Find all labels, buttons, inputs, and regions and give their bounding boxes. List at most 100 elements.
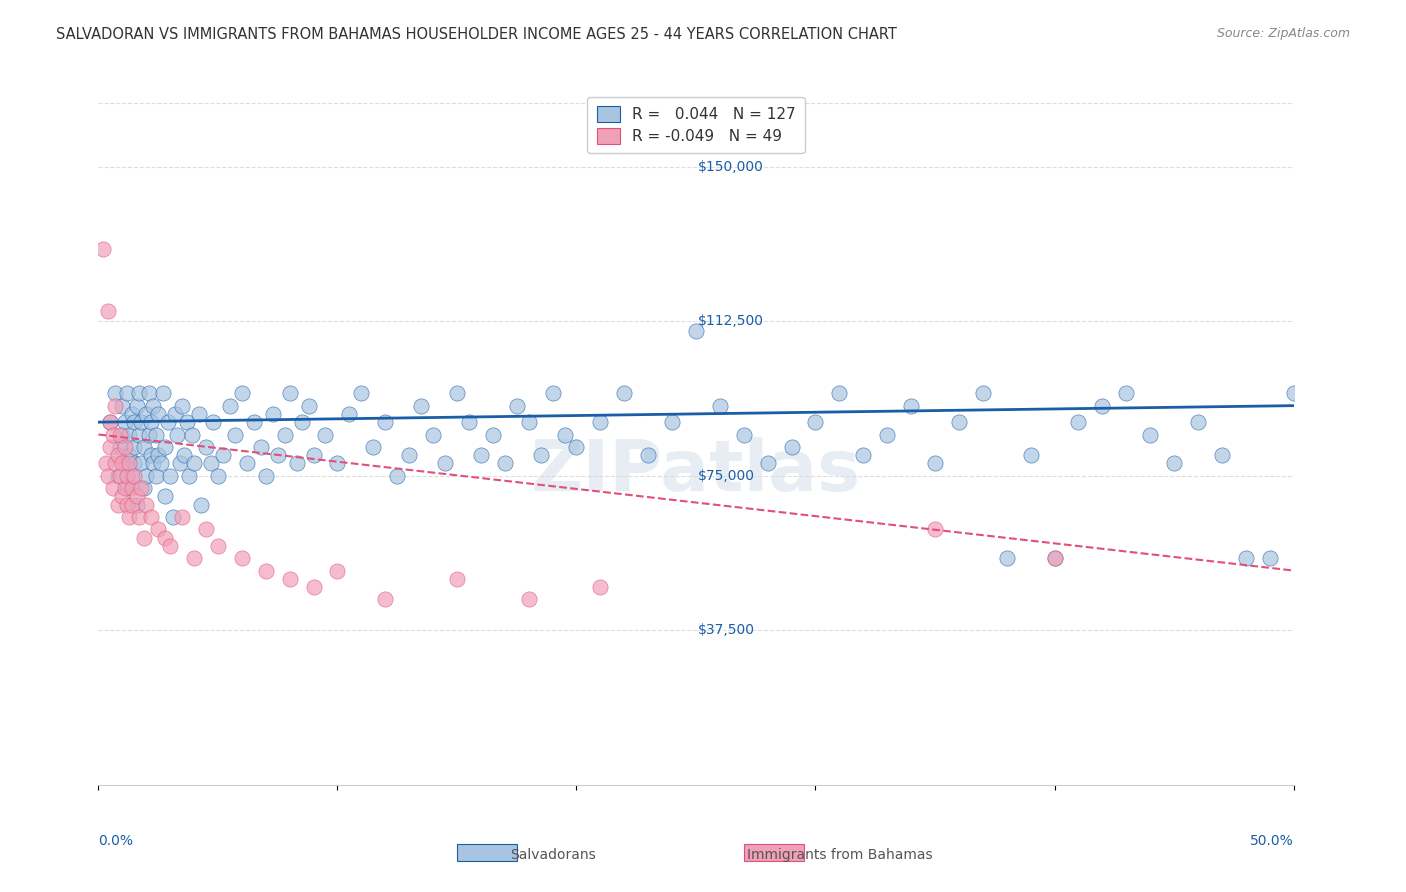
Point xyxy=(828,386,851,401)
Point xyxy=(1115,386,1137,401)
Point xyxy=(339,407,361,421)
Point xyxy=(231,386,253,401)
Point xyxy=(131,481,153,495)
Point xyxy=(589,580,612,594)
Point xyxy=(190,498,212,512)
Point xyxy=(163,407,186,421)
Point xyxy=(972,386,994,401)
Point xyxy=(142,456,165,470)
Text: 0.0%: 0.0% xyxy=(98,834,134,847)
Point xyxy=(118,510,141,524)
Point xyxy=(107,448,129,462)
Point xyxy=(554,427,576,442)
Point xyxy=(104,399,127,413)
Point xyxy=(398,448,420,462)
Point xyxy=(302,580,325,594)
Point xyxy=(243,415,266,429)
Point xyxy=(115,468,138,483)
Point xyxy=(131,456,153,470)
Point xyxy=(115,386,138,401)
Point xyxy=(115,481,138,495)
Point xyxy=(114,415,136,429)
Point xyxy=(195,440,218,454)
Point xyxy=(104,456,127,470)
Point xyxy=(995,551,1018,566)
Point xyxy=(411,399,433,413)
Point xyxy=(291,415,314,429)
Point xyxy=(173,448,195,462)
Point xyxy=(128,510,150,524)
Point xyxy=(180,427,202,442)
Point xyxy=(637,448,659,462)
Point xyxy=(385,468,409,483)
Point xyxy=(169,456,191,470)
Point xyxy=(111,427,134,442)
Point xyxy=(111,456,134,470)
Point xyxy=(138,386,160,401)
Point xyxy=(152,386,174,401)
Point xyxy=(139,510,162,524)
Point xyxy=(121,407,143,421)
Point xyxy=(494,456,516,470)
Point xyxy=(254,564,277,578)
Point xyxy=(118,456,141,470)
Point xyxy=(470,448,492,462)
Point xyxy=(183,551,205,566)
Point xyxy=(685,325,707,339)
Legend: R =   0.044   N = 127, R = -0.049   N = 49: R = 0.044 N = 127, R = -0.049 N = 49 xyxy=(588,97,804,153)
Point xyxy=(124,415,146,429)
Point xyxy=(132,481,155,495)
Point xyxy=(124,468,146,483)
Point xyxy=(1043,551,1066,566)
Text: Salvadorans: Salvadorans xyxy=(510,847,595,862)
Point xyxy=(235,456,257,470)
Point xyxy=(125,399,148,413)
Point xyxy=(139,415,162,429)
Point xyxy=(374,415,396,429)
Point xyxy=(446,386,468,401)
Point xyxy=(132,440,155,454)
Point xyxy=(145,427,167,442)
Point xyxy=(162,510,184,524)
Point xyxy=(108,468,131,483)
Point xyxy=(565,440,588,454)
Point xyxy=(267,448,290,462)
Point xyxy=(159,468,181,483)
Point xyxy=(125,489,148,503)
Point xyxy=(145,468,167,483)
Point xyxy=(1091,399,1114,413)
Text: 50.0%: 50.0% xyxy=(1250,834,1294,847)
Point xyxy=(530,448,553,462)
Point xyxy=(135,468,157,483)
Point xyxy=(132,531,155,545)
Point xyxy=(207,539,229,553)
Point xyxy=(517,592,540,607)
Point xyxy=(128,427,150,442)
Point xyxy=(124,440,146,454)
Point xyxy=(363,440,385,454)
Point xyxy=(207,468,229,483)
Point xyxy=(125,498,148,512)
Point xyxy=(224,427,246,442)
Point xyxy=(118,448,141,462)
Point xyxy=(506,399,529,413)
Point xyxy=(274,427,297,442)
Point xyxy=(108,427,131,442)
Point xyxy=(1019,448,1042,462)
Point xyxy=(1258,551,1281,566)
Point xyxy=(94,456,117,470)
Text: ZIPatlas: ZIPatlas xyxy=(531,437,860,507)
Point xyxy=(278,572,301,586)
Text: $150,000: $150,000 xyxy=(699,160,765,174)
Point xyxy=(756,456,779,470)
Point xyxy=(422,427,444,442)
Point xyxy=(142,399,165,413)
Point xyxy=(589,415,612,429)
Point xyxy=(155,531,177,545)
Point xyxy=(148,407,170,421)
Point xyxy=(135,407,157,421)
Point xyxy=(114,481,136,495)
Point xyxy=(107,468,129,483)
Text: SALVADORAN VS IMMIGRANTS FROM BAHAMAS HOUSEHOLDER INCOME AGES 25 - 44 YEARS CORR: SALVADORAN VS IMMIGRANTS FROM BAHAMAS HO… xyxy=(56,27,897,42)
Point xyxy=(733,427,755,442)
